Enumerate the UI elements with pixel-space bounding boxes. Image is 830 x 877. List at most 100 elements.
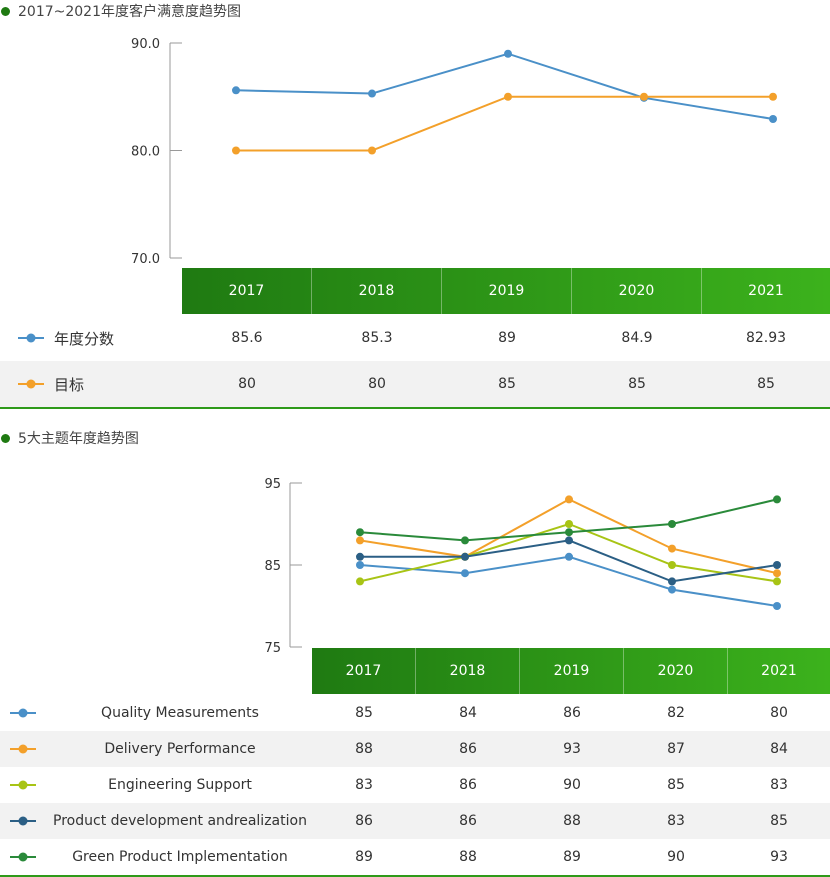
chart2-year-header: 2017 2018 2019 2020 2021 <box>312 648 830 694</box>
chart2-series-line <box>360 539 778 583</box>
chart2-data-point <box>773 495 781 504</box>
chart2-value-cell: 86 <box>563 705 581 721</box>
chart2-value-cell: 85 <box>355 705 373 721</box>
chart2-table-row: Green Product Implementation 89 88 89 90 93 <box>0 839 830 875</box>
bullet-dot-icon <box>1 433 10 443</box>
chart2-data-point <box>356 528 364 537</box>
section1-title-wrap: 2017~2021年度客户满意度趋势图 <box>0 1 241 21</box>
chart1-series-line <box>235 52 774 120</box>
legend-line-marker-icon <box>10 780 36 790</box>
chart2-data-point <box>461 536 469 545</box>
legend-line-marker-icon <box>10 852 36 862</box>
chart2-data-point <box>356 561 364 569</box>
chart2-value-cell: 90 <box>563 777 581 793</box>
chart1-value-cell: 85 <box>757 376 775 392</box>
chart1-data-point <box>368 89 376 98</box>
chart2-value-cell: 83 <box>667 813 685 829</box>
chart1-value-cell: 82.93 <box>745 330 787 346</box>
chart2-value-cell: 84 <box>770 741 788 757</box>
chart2-series-name: Delivery Performance <box>104 741 256 757</box>
legend-dot <box>18 852 28 862</box>
chart1-table-row: 目标 80 80 85 85 85 <box>0 361 830 407</box>
chart2-y-tick-label: 85 <box>264 559 281 574</box>
chart2-value-cell: 86 <box>459 813 477 829</box>
chart2-table-row: Product development andrealization 86 86 88… <box>0 803 830 839</box>
chart2-data-point <box>356 577 364 586</box>
chart2-value-cell: 84 <box>459 705 477 721</box>
chart2-value-cell: 86 <box>355 813 373 829</box>
chart2-data-point <box>668 577 676 586</box>
chart2-value-cell: 80 <box>770 705 788 721</box>
chart2-value-cell: 88 <box>459 849 477 865</box>
chart1-series-name: 年度分数 <box>54 329 115 348</box>
chart2-data-point <box>356 536 364 545</box>
chart2-year-cell: 2017 <box>312 648 416 694</box>
chart1-data-point <box>640 92 648 101</box>
chart2-table-row: Engineering Support 83 86 90 85 83 <box>0 767 830 803</box>
chart2-data-point <box>565 520 573 528</box>
chart2-series-name: Engineering Support <box>108 777 252 793</box>
chart2-value-cell: 89 <box>355 849 373 865</box>
chart2-data-point <box>461 552 469 561</box>
chart2-value-cell: 86 <box>459 777 477 793</box>
chart2-table-row: Delivery Performance 88 86 93 87 84 <box>0 731 830 767</box>
chart2-series-name: Quality Measurements <box>101 705 259 721</box>
legend-line-marker-icon <box>10 708 36 718</box>
chart2-bottom-rule <box>0 875 830 877</box>
legend-dot <box>18 744 28 754</box>
chart2-y-tick-label: 95 <box>264 477 281 492</box>
chart1-value-cell: 84.9 <box>621 330 653 346</box>
chart2-value-cell: 83 <box>355 777 373 793</box>
legend-line-marker-icon <box>18 379 44 389</box>
bullet-dot-icon <box>1 6 10 16</box>
legend-line-marker-icon <box>10 744 36 754</box>
chart2-year-cell: 2021 <box>761 663 797 679</box>
legend-dot <box>18 816 28 826</box>
legend-dot <box>18 708 28 718</box>
chart1-value-cell: 85 <box>628 376 646 392</box>
chart2-data-point <box>668 585 676 594</box>
chart1-data-point <box>232 146 240 155</box>
chart1-year-cell: 2017 <box>182 268 312 314</box>
chart2-value-cell: 85 <box>770 813 788 829</box>
chart2-value-cell: 87 <box>667 741 685 757</box>
chart1-data-point <box>769 115 777 124</box>
chart1-value-cell: 89 <box>498 330 516 346</box>
chart2-data-point <box>565 528 573 537</box>
legend-dot <box>26 333 36 343</box>
chart1-year-cell: 2018 <box>312 268 442 314</box>
chart2-series-name: Product development andrealization <box>53 813 307 829</box>
legend-line-marker-icon <box>10 816 36 826</box>
chart2-data-point <box>773 561 781 569</box>
chart2-data-point <box>773 569 781 578</box>
chart1-data-point <box>504 49 512 58</box>
chart1-value-cell: 80 <box>368 376 386 392</box>
chart2-value-cell: 88 <box>563 813 581 829</box>
legend-dot <box>18 780 28 790</box>
chart1-y-tick-label: 80.0 <box>131 145 160 160</box>
chart2-value-cell: 88 <box>355 741 373 757</box>
chart2-value-cell: 90 <box>667 849 685 865</box>
chart1-series-name: 目标 <box>54 375 85 394</box>
chart1-bottom-rule <box>0 407 830 409</box>
chart1-table-row: 年度分数 85.6 85.3 89 84.9 82.93 <box>0 315 830 361</box>
chart2-value-cell: 93 <box>563 741 581 757</box>
legend-line-marker-icon <box>18 333 44 343</box>
chart2-y-tick-label: 75 <box>264 641 281 656</box>
chart2-value-cell: 89 <box>563 849 581 865</box>
chart1-data-point <box>232 86 240 95</box>
chart1-year-cell: 2021 <box>748 283 784 299</box>
chart1-value-cell: 85 <box>498 376 516 392</box>
chart1-data-point <box>504 92 512 101</box>
chart2-data-point <box>668 544 676 553</box>
section2-title: 5大主题年度趋势图 <box>18 431 139 447</box>
chart2-data-point <box>773 577 781 586</box>
chart2-series-name: Green Product Implementation <box>72 849 288 865</box>
chart2-value-cell: 86 <box>459 741 477 757</box>
chart2-data-point <box>565 536 573 545</box>
chart1-data-point <box>769 92 777 101</box>
chart2-year-cell: 2018 <box>416 648 520 694</box>
chart2-year-cell: 2019 <box>520 648 624 694</box>
chart2-data-point <box>668 561 676 569</box>
